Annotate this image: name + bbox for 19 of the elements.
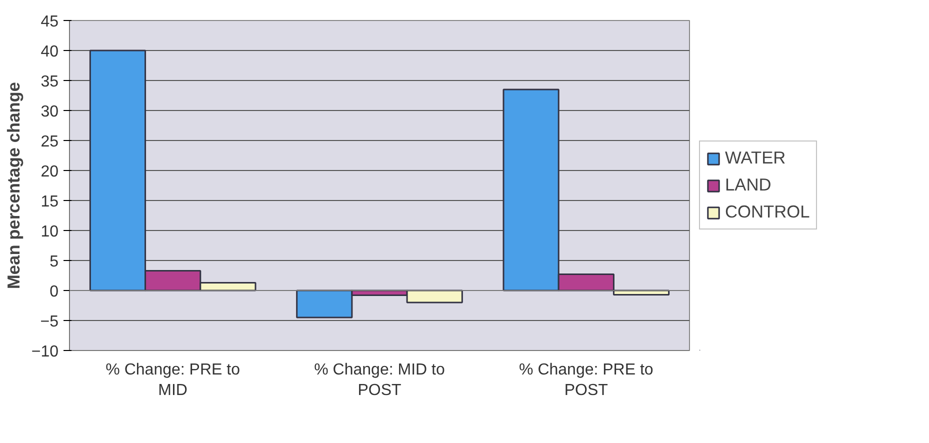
legend-label: LAND	[725, 174, 772, 196]
legend-label: CONTROL	[725, 202, 810, 222]
y-tick-label: 40	[40, 44, 59, 60]
x-tick-label: % Change: MID to POST	[314, 362, 445, 399]
y-tick-label: 10	[40, 224, 59, 240]
x-tick-label: % Change: PRE to MID	[106, 362, 240, 399]
y-tick-label: 45	[40, 14, 59, 30]
y-tick-label: 35	[40, 74, 59, 90]
y-tick-label: 15	[40, 194, 59, 210]
y-axis-title: Mean percentage change	[3, 82, 24, 290]
y-tick-label: 20	[40, 164, 59, 180]
y-tick-label: −5	[40, 314, 59, 330]
y-tick-label: 0	[50, 284, 59, 300]
y-tick-label: 25	[40, 134, 59, 150]
y-tick-label: −10	[31, 344, 59, 360]
legend-label: WATER	[725, 148, 786, 168]
y-tick-label: 5	[50, 254, 59, 270]
x-tick-label: % Change: PRE to POST	[519, 362, 654, 399]
y-tick-label: 30	[40, 104, 59, 120]
